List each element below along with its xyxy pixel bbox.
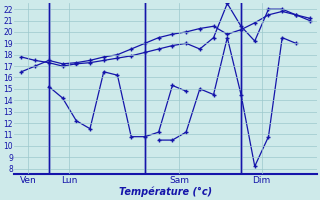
- X-axis label: Température (°c): Température (°c): [119, 186, 212, 197]
